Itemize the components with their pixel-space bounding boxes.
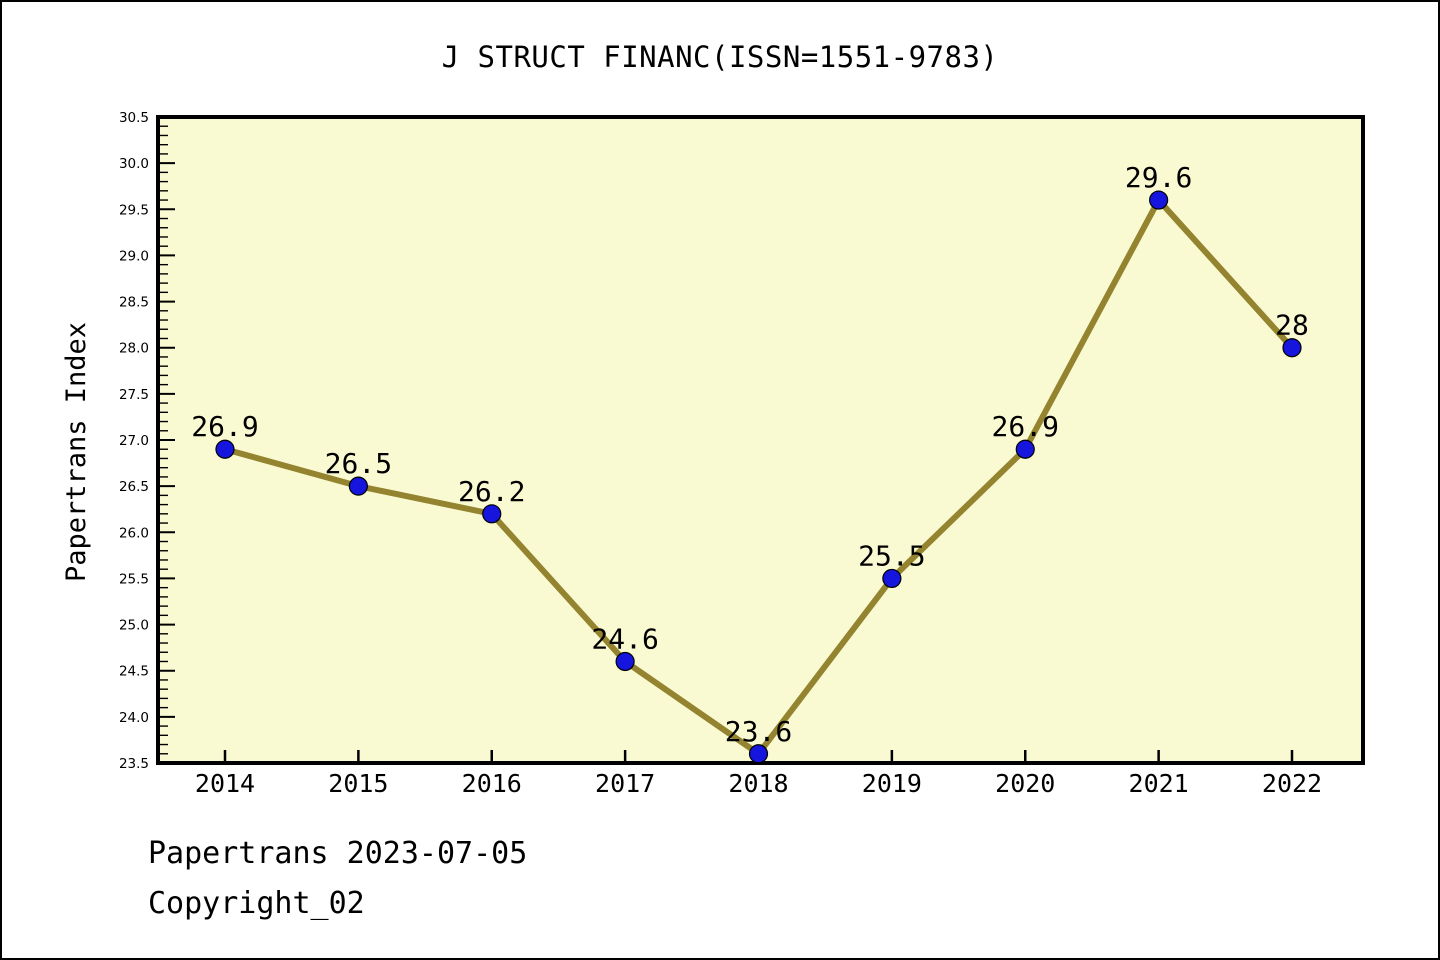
svg-text:28.5: 28.5 (119, 295, 149, 311)
data-point (1149, 190, 1169, 210)
data-points (215, 190, 1302, 764)
svg-text:27.0: 27.0 (119, 433, 149, 449)
data-point-label: 26.5 (325, 447, 392, 480)
data-point (1282, 338, 1302, 358)
y-minor-ticks (158, 125, 168, 755)
data-point-label: 26.2 (458, 475, 525, 508)
chart-title: J STRUCT FINANC(ISSN=1551-9783) (441, 40, 999, 74)
data-point-label: 24.6 (591, 622, 658, 655)
svg-text:2020: 2020 (995, 769, 1055, 798)
svg-text:24.5: 24.5 (119, 664, 149, 680)
data-point-label: 25.5 (858, 539, 925, 572)
plot-frame (156, 115, 1365, 765)
svg-text:2015: 2015 (328, 769, 388, 798)
svg-text:2022: 2022 (1262, 769, 1322, 798)
x-tick-labels: 2014 2015 2016 2017 2018 2019 2020 2021 2022 (195, 769, 1322, 798)
data-point-label: 28 (1275, 309, 1309, 342)
svg-text:23.5: 23.5 (119, 756, 149, 772)
svg-text:29.5: 29.5 (119, 202, 149, 218)
svg-text:25.5: 25.5 (119, 571, 149, 587)
data-point (615, 651, 635, 672)
data-point (748, 744, 769, 764)
svg-text:2019: 2019 (862, 769, 922, 798)
data-point (1015, 439, 1035, 459)
y-major-ticks (158, 116, 175, 764)
svg-text:25.0: 25.0 (119, 618, 149, 634)
svg-text:2014: 2014 (195, 769, 255, 798)
svg-text:30.5: 30.5 (119, 110, 149, 126)
svg-text:2018: 2018 (728, 769, 788, 798)
svg-text:2016: 2016 (462, 769, 522, 798)
svg-text:28.0: 28.0 (119, 341, 149, 357)
data-point (348, 476, 368, 496)
y-tick-labels: 23.5 24.0 24.5 25.0 25.5 26.0 26.5 27.0 27.5 28.0… (119, 110, 149, 772)
svg-text:26.5: 26.5 (119, 479, 149, 495)
footer-date: Papertrans 2023-07-05 (148, 836, 528, 871)
data-point-label: 23.6 (725, 715, 792, 748)
svg-text:24.0: 24.0 (119, 710, 149, 726)
svg-text:27.5: 27.5 (119, 387, 149, 403)
svg-text:30.0: 30.0 (119, 156, 149, 172)
data-point-labels: 26.9 26.5 26.2 24.6 23.6 25.5 26.9 29.6 28 (191, 161, 1309, 748)
data-point-label: 26.9 (191, 410, 258, 443)
data-point-label: 26.9 (992, 410, 1059, 443)
svg-text:29.0: 29.0 (119, 248, 149, 264)
data-point-label: 29.6 (1125, 161, 1192, 194)
data-point (882, 568, 902, 589)
svg-text:2021: 2021 (1129, 769, 1189, 798)
data-point (215, 439, 235, 459)
svg-text:2017: 2017 (595, 769, 655, 798)
footer-copyright: Copyright_02 (148, 886, 365, 921)
svg-text:26.0: 26.0 (119, 525, 149, 541)
data-point (482, 504, 502, 524)
